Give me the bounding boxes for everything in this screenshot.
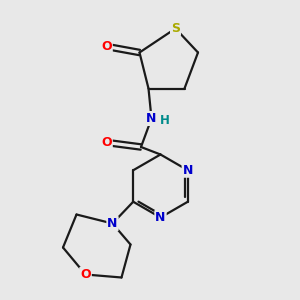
Text: H: H (160, 113, 170, 127)
Text: N: N (146, 112, 157, 125)
Text: N: N (183, 164, 193, 177)
Text: O: O (101, 136, 112, 149)
Text: O: O (101, 40, 112, 53)
Text: N: N (107, 217, 118, 230)
Text: O: O (80, 268, 91, 281)
Text: S: S (171, 22, 180, 35)
Text: N: N (155, 211, 166, 224)
